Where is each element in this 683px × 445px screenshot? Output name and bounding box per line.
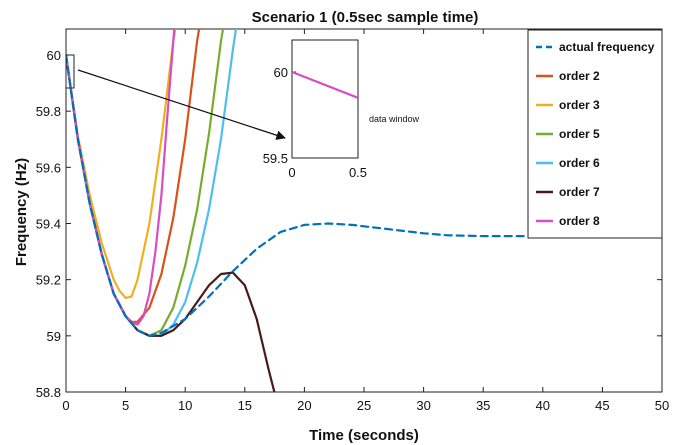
y-axis-label: Frequency (Hz) (13, 158, 30, 266)
inset-x-tick-label: 0.5 (349, 165, 367, 180)
x-tick-label: 35 (476, 398, 490, 413)
inset-plot: 59.5 60 0 0.5 (263, 39, 367, 180)
y-tick-label: 59.6 (36, 160, 61, 175)
inset-annotation: data window (369, 114, 420, 124)
x-tick-label: 40 (536, 398, 550, 413)
x-tick-label: 20 (297, 398, 311, 413)
inset-ticks: 59.5 60 0 0.5 (263, 65, 367, 180)
series-line-actual-frequency (66, 53, 662, 337)
x-tick-label: 50 (655, 398, 669, 413)
legend-items: actual frequency order 2 order 3 order 5 ord… (536, 40, 655, 228)
x-tick-label: 0 (62, 398, 69, 413)
y-tick-label: 59 (47, 329, 61, 344)
inset-frame (291, 39, 359, 159)
y-tick-label: 59.4 (36, 217, 61, 232)
x-axis-label: Time (seconds) (309, 427, 419, 444)
series-layer (66, 29, 662, 392)
y-axis-ticks: 58.8 59 59.2 59.4 59.6 59.8 60 (36, 48, 662, 400)
legend-label: actual frequency (559, 40, 655, 54)
legend-label: order 7 (559, 185, 600, 199)
x-tick-label: 45 (595, 398, 609, 413)
y-tick-label: 59.8 (36, 104, 61, 119)
x-tick-label: 30 (416, 398, 430, 413)
series-line-order-3 (66, 29, 177, 299)
zoom-arrow (77, 69, 286, 140)
inset-y-tick-label: 60 (274, 65, 288, 80)
legend-label: order 5 (559, 127, 600, 141)
legend-label: order 8 (559, 214, 600, 228)
legend: actual frequency order 2 order 3 order 5 ord… (527, 29, 663, 239)
legend-label: order 3 (559, 98, 600, 112)
data-window-marker (65, 54, 75, 89)
y-tick-label: 59.2 (36, 273, 61, 288)
inset-y-tick-label: 59.5 (263, 151, 288, 166)
inset-series-line (292, 70, 358, 99)
x-tick-label: 15 (238, 398, 252, 413)
chart-title: Scenario 1 (0.5sec sample time) (252, 9, 479, 26)
y-tick-label: 60 (47, 48, 61, 63)
x-tick-label: 5 (122, 398, 129, 413)
y-tick-label: 58.8 (36, 385, 61, 400)
x-axis-ticks: 0 5 10 15 20 25 30 35 40 45 50 (62, 29, 669, 413)
legend-label: order 6 (559, 156, 600, 170)
legend-label: order 2 (559, 69, 600, 83)
x-tick-label: 10 (178, 398, 192, 413)
x-tick-label: 25 (357, 398, 371, 413)
inset-x-tick-label: 0 (288, 165, 295, 180)
inset-series (292, 70, 358, 99)
